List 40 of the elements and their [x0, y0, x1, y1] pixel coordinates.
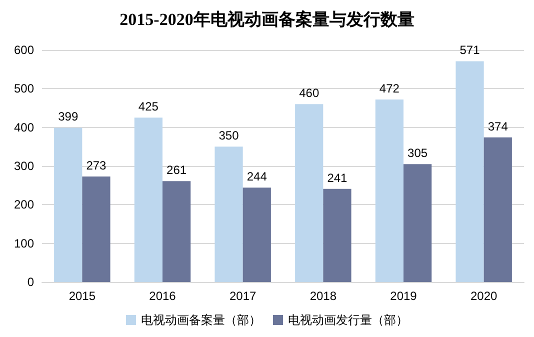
y-tick-label: 600	[14, 43, 34, 57]
data-label: 425	[138, 100, 159, 114]
x-tick-label: 2019	[390, 289, 418, 303]
y-tick-label: 300	[14, 159, 34, 173]
y-tick-label: 0	[27, 275, 34, 289]
x-tick-label: 2018	[310, 289, 337, 303]
bar	[323, 188, 352, 282]
x-tick-label: 2020	[470, 289, 498, 303]
bar	[484, 137, 512, 282]
data-label: 241	[327, 170, 348, 185]
data-label: 261	[166, 163, 187, 178]
data-label: 399	[58, 110, 78, 124]
bar	[54, 128, 82, 282]
x-tick-label: 2015	[68, 289, 96, 303]
data-label: 350	[218, 128, 240, 143]
data-label: 460	[299, 86, 320, 100]
data-label: 244	[246, 170, 268, 184]
x-tick-label: 2016	[149, 289, 176, 303]
bar	[375, 99, 404, 282]
data-label: 273	[86, 158, 107, 172]
bar	[82, 176, 110, 282]
data-label: 472	[379, 81, 400, 96]
bar	[214, 146, 243, 282]
y-tick-label: 200	[14, 198, 34, 212]
bar	[456, 61, 484, 282]
x-tick-label: 2017	[229, 289, 257, 303]
legend-label: 电视动画发行量（部）	[288, 313, 408, 327]
bar	[295, 104, 324, 282]
y-tick-label: 100	[14, 236, 34, 250]
y-tick-label: 500	[14, 82, 34, 96]
bar	[404, 164, 432, 282]
bar	[162, 181, 191, 282]
bar	[134, 118, 162, 282]
data-label: 571	[460, 43, 480, 58]
chart-title: 2015-2020年电视动画备案量与发行数量	[120, 9, 414, 29]
y-tick-label: 400	[14, 120, 34, 134]
bar	[242, 188, 271, 282]
data-label: 305	[408, 146, 428, 160]
data-label: 374	[488, 119, 508, 134]
legend-label: 电视动画备案量（部）	[141, 313, 261, 327]
